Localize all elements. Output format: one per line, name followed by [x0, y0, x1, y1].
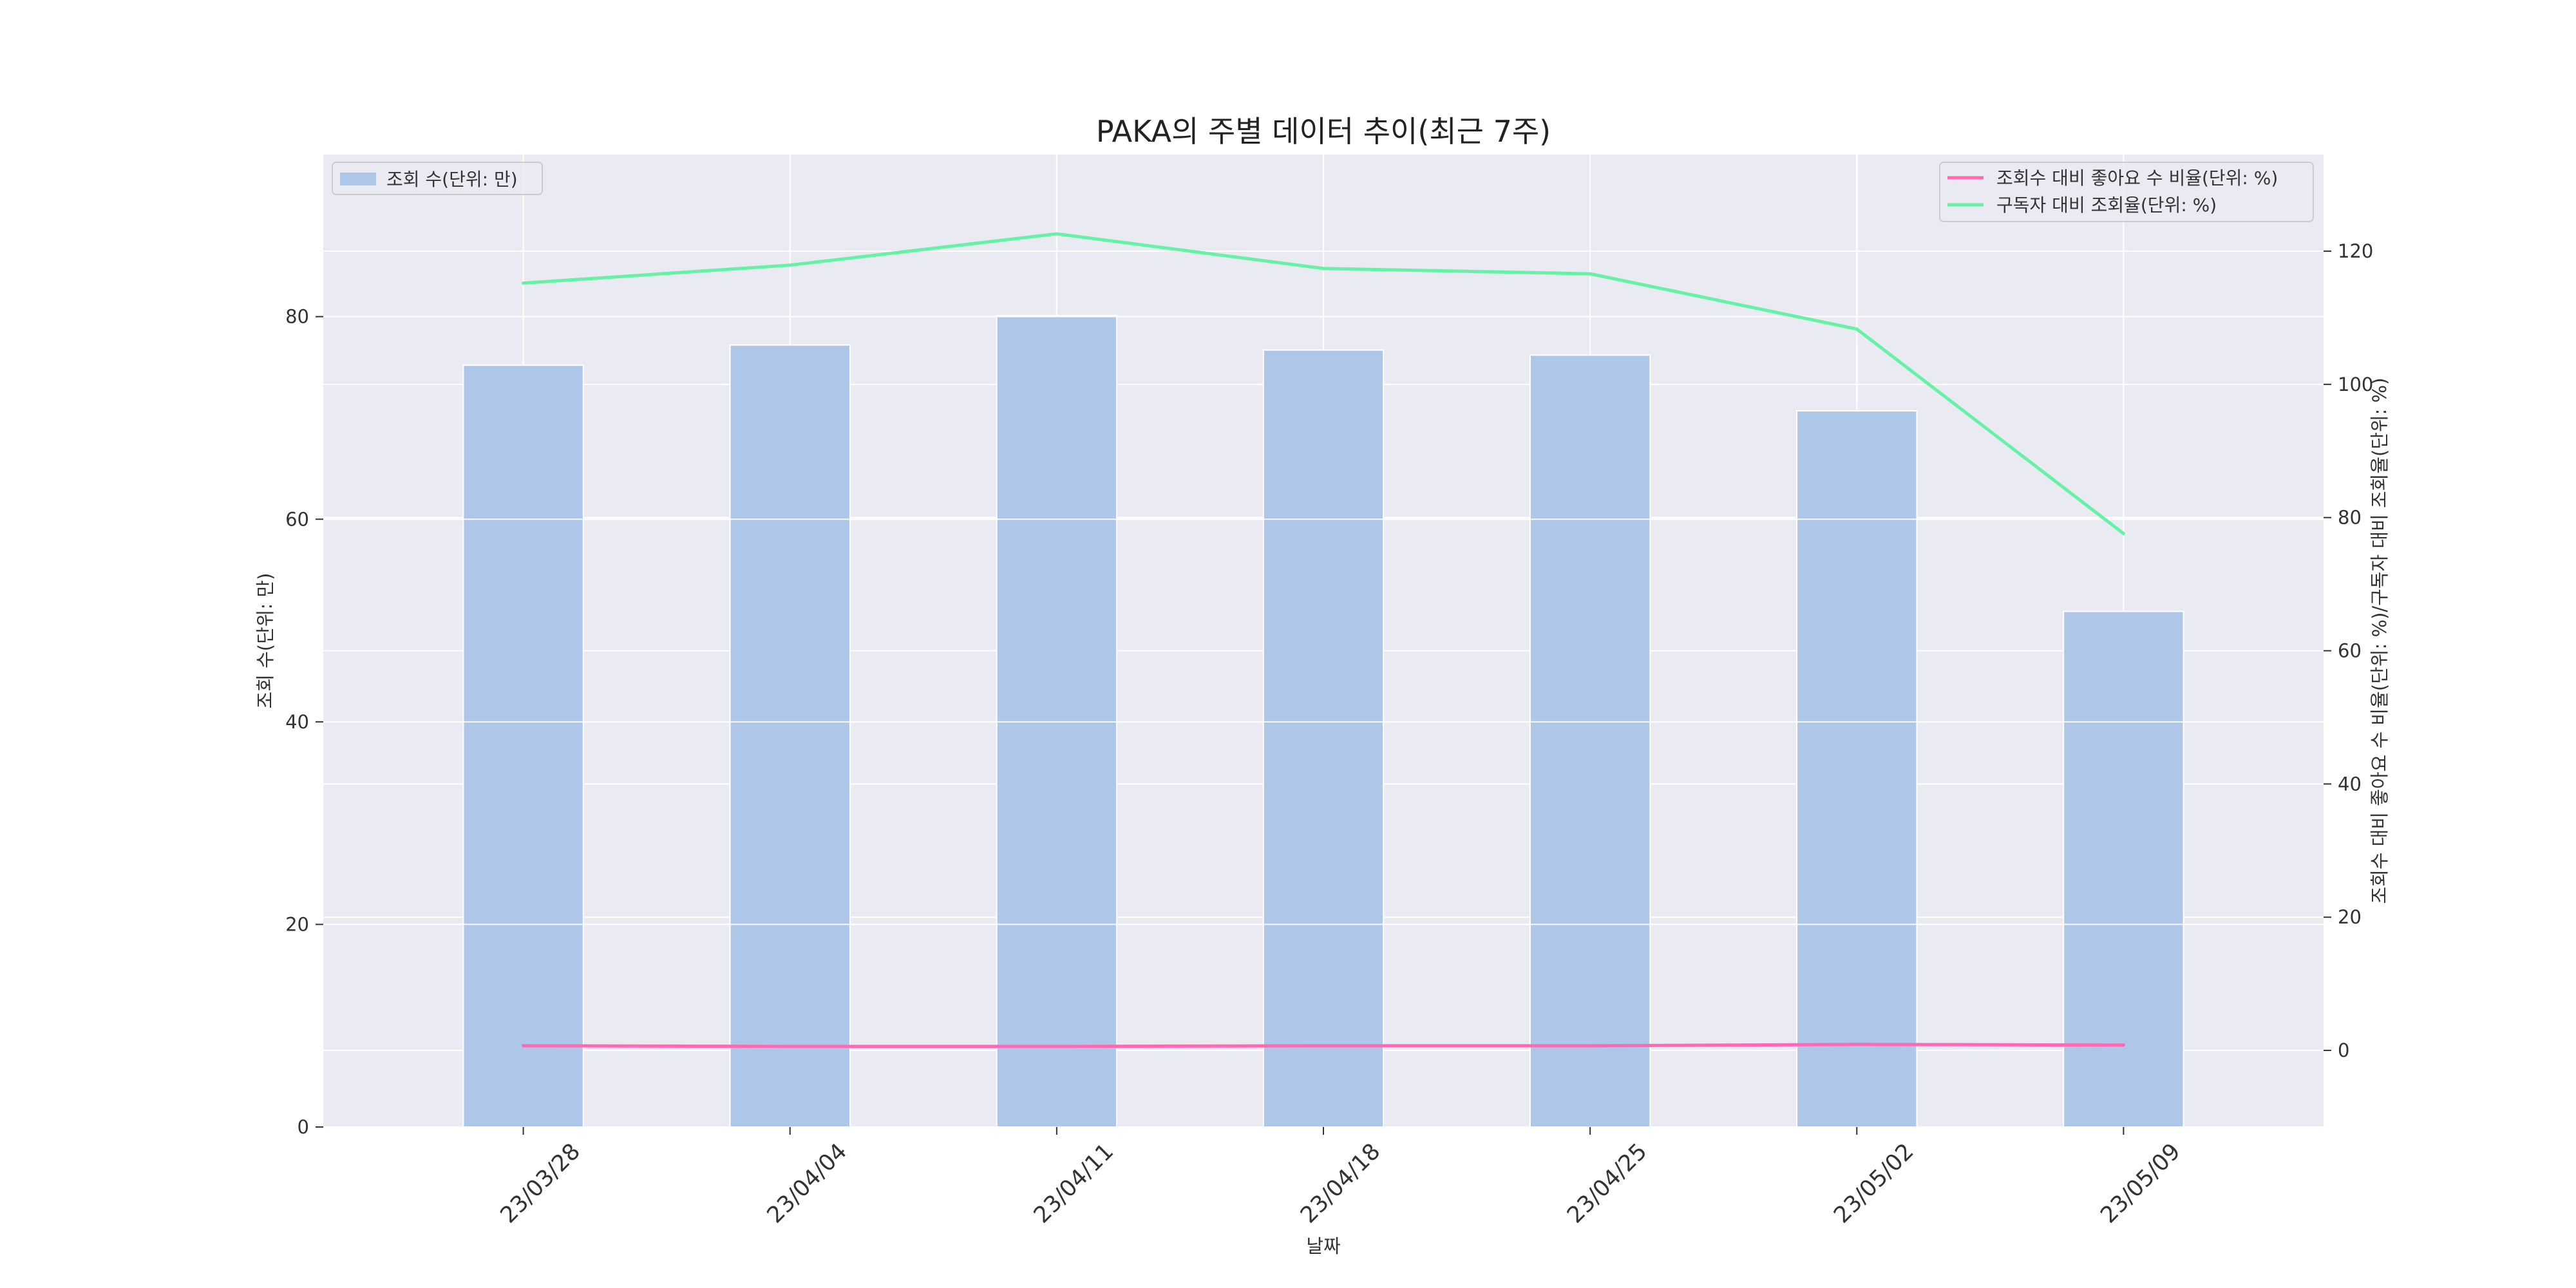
legend-bars: 조회 수(단위: 만)	[332, 162, 543, 195]
legend-label-like-ratio: 조회수 대비 좋아요 수 비율(단위: %)	[1996, 167, 2278, 189]
bars-layer	[323, 315, 2324, 1128]
y-axis-label-left: 조회 수(단위: 만)	[254, 573, 276, 709]
y-tick-label-left: 80	[285, 306, 309, 328]
bar	[1796, 410, 1918, 1128]
legend-lines: 조회수 대비 좋아요 수 비율(단위: %) 구독자 대비 조회율(단위: %)	[1939, 162, 2314, 222]
x-tick-label: 23/04/18	[1296, 1139, 1385, 1228]
x-tick-label: 23/04/25	[1562, 1139, 1652, 1228]
y-tick-label-left: 60	[285, 508, 309, 530]
x-axis-label: 날짜	[1306, 1235, 1340, 1257]
series-line-like-ratio	[522, 1043, 2125, 1048]
bar	[1529, 354, 1651, 1128]
y-tick-label-left: 0	[298, 1116, 309, 1138]
bar	[1262, 349, 1385, 1128]
x-tick-label: 23/04/11	[1029, 1139, 1119, 1228]
bar	[2063, 611, 2184, 1128]
legend-label-view-rate: 구독자 대비 조회율(단위: %)	[1996, 194, 2217, 216]
y-tick-label-left: 40	[285, 711, 309, 733]
x-tick-label: 23/05/02	[1829, 1139, 1918, 1228]
legend-swatch-views	[340, 173, 376, 185]
y-tick-label-right: 100	[2338, 374, 2373, 395]
bar	[729, 344, 851, 1128]
lines-layer	[522, 232, 2125, 1048]
legend-box	[1939, 162, 2314, 222]
series-line-view-rate	[522, 232, 2125, 535]
legend-box	[332, 162, 543, 195]
y-tick-label-right: 120	[2338, 240, 2373, 262]
y-tick-label-right: 80	[2338, 507, 2362, 529]
y-tick-label-left: 20	[285, 913, 309, 935]
y-axis-label-right: 조회수 대비 좋아요 수 비율(단위: %)/구독자 대비 조회율(단위: %)	[2369, 377, 2391, 904]
x-tick-label: 23/05/09	[2096, 1139, 2185, 1228]
y-tick-label-right: 40	[2338, 773, 2362, 795]
chart-title: PAKA의 주별 데이터 추이(최근 7주)	[1096, 114, 1551, 149]
legend-label-views: 조회 수(단위: 만)	[386, 169, 518, 190]
x-tick-label: 23/03/28	[496, 1139, 585, 1228]
y-tick-label-right: 20	[2338, 906, 2362, 928]
bar	[462, 365, 584, 1128]
y-tick-label-right: 0	[2338, 1039, 2349, 1061]
x-tick-label: 23/04/04	[762, 1139, 852, 1228]
y-tick-label-right: 60	[2338, 640, 2362, 662]
